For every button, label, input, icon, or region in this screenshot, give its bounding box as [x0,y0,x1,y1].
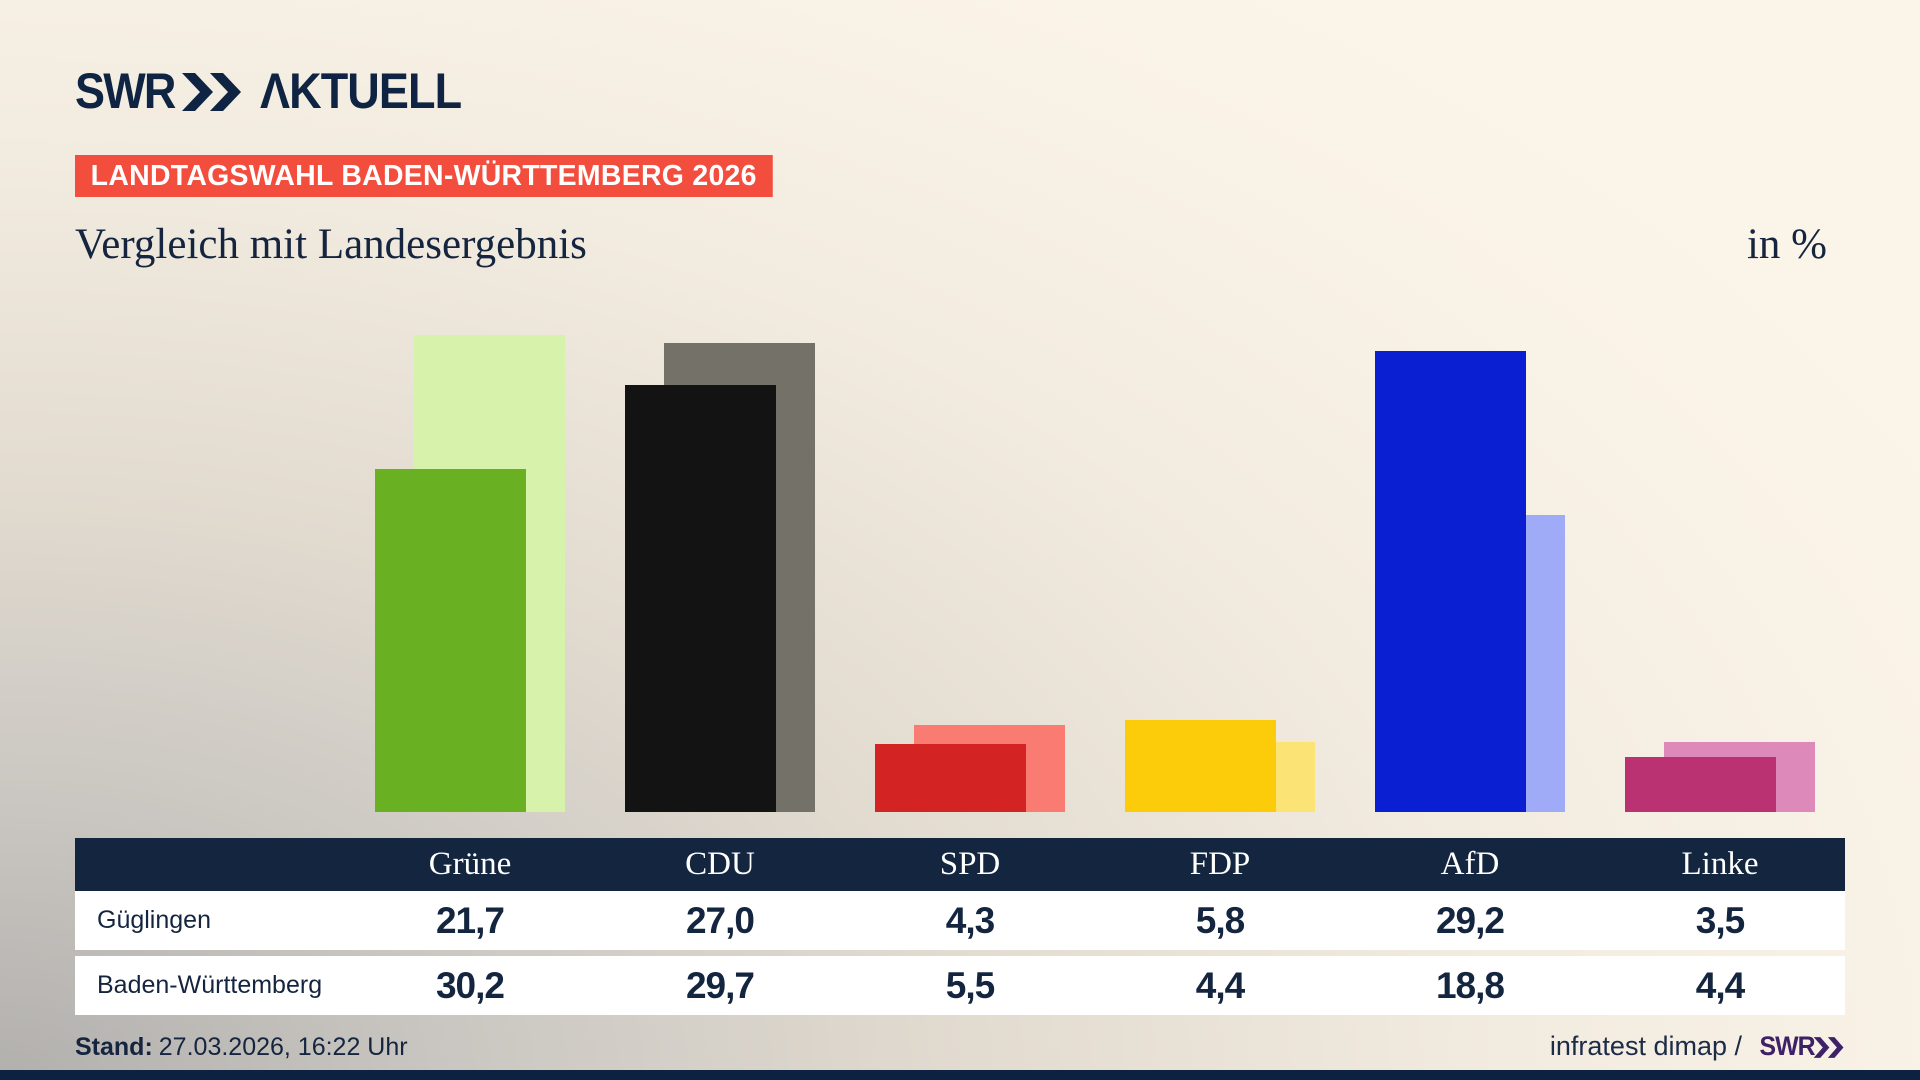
aktuell-logo-text: ΛKTUELL [259,63,462,119]
chart-column-cdu [595,300,845,812]
bottom-accent-bar [0,1070,1920,1080]
bar-cdu-gueglingen [625,385,776,812]
unit-label: in % [1746,221,1827,268]
bar-spd-gueglingen [875,744,1026,812]
bar-gruene-gueglingen [375,469,526,812]
results-table: Grüne CDU SPD FDP AfD Linke Güglingen 21,7 27,0 4… [75,838,1845,1015]
bar-afd-gueglingen [1375,351,1526,812]
row-label-gueglingen: Güglingen [97,906,211,934]
table-header-spd: SPD [939,846,1001,882]
bar-fdp-gueglingen [1125,720,1276,812]
election-badge: LANDTAGSWAHL BADEN-WÜRTTEMBERG 2026 [75,155,773,197]
table-header-cdu: CDU [685,846,755,882]
stand-value: 27.03.2026, 16:22 Uhr [158,1033,408,1061]
cell-baden-wuerttemberg-fdp: 4,4 [1195,964,1245,1006]
cell-gueglingen-linke: 3,5 [1695,899,1745,941]
row-label-baden-wuerttemberg: Baden-Württemberg [97,971,323,999]
status-line: Stand: 27.03.2026, 16:22 Uhr [75,1033,408,1062]
swr-logo-chevrons-icon [181,73,241,111]
cell-baden-wuerttemberg-cdu: 29,7 [685,964,755,1006]
cell-gueglingen-gruene: 21,7 [435,899,505,941]
source-text: infratest dimap / [1549,1031,1742,1061]
cell-gueglingen-fdp: 5,8 [1195,899,1245,941]
table-header-afd: AfD [1440,846,1500,882]
stand-label: Stand: [75,1033,153,1061]
chart-column-linke [1595,300,1845,812]
table-row-gueglingen: Güglingen 21,7 27,0 4,3 5,8 29,2 3,5 [75,891,1845,950]
chart-column-spd [845,300,1095,812]
chart-column-gruene [345,300,595,812]
cell-baden-wuerttemberg-gruene: 30,2 [435,964,505,1006]
cell-baden-wuerttemberg-linke: 4,4 [1695,964,1745,1006]
swr-aktuell-logo: SWR ΛKTUELL [75,62,483,120]
bar-linke-gueglingen [1625,757,1776,812]
table-row-baden-wuerttemberg: Baden-Württemberg 30,2 29,7 5,5 4,4 18,8 4,4 [75,956,1845,1015]
cell-gueglingen-spd: 4,3 [945,899,995,941]
source-swr-text: SWR [1759,1031,1815,1061]
table-header-gruene: Grüne [428,846,512,882]
bar-chart [345,300,1845,812]
table-header-fdp: FDP [1189,846,1251,882]
table-header-linke: Linke [1681,846,1759,882]
source-swr-chevrons-icon [1813,1037,1844,1058]
cell-baden-wuerttemberg-spd: 5,5 [945,964,995,1006]
table-header-row: Grüne CDU SPD FDP AfD Linke [75,838,1845,891]
chart-column-afd [1345,300,1595,812]
cell-gueglingen-afd: 29,2 [1435,899,1505,941]
chart-title: Vergleich mit Landesergebnis [75,221,587,268]
cell-baden-wuerttemberg-afd: 18,8 [1435,964,1505,1006]
chart-column-fdp [1095,300,1345,812]
swr-logo-text: SWR [75,63,176,119]
source-swr-logo: SWR [1759,1031,1845,1062]
source-line: infratest dimap / SWR [1550,1031,1845,1062]
cell-gueglingen-cdu: 27,0 [685,899,755,941]
